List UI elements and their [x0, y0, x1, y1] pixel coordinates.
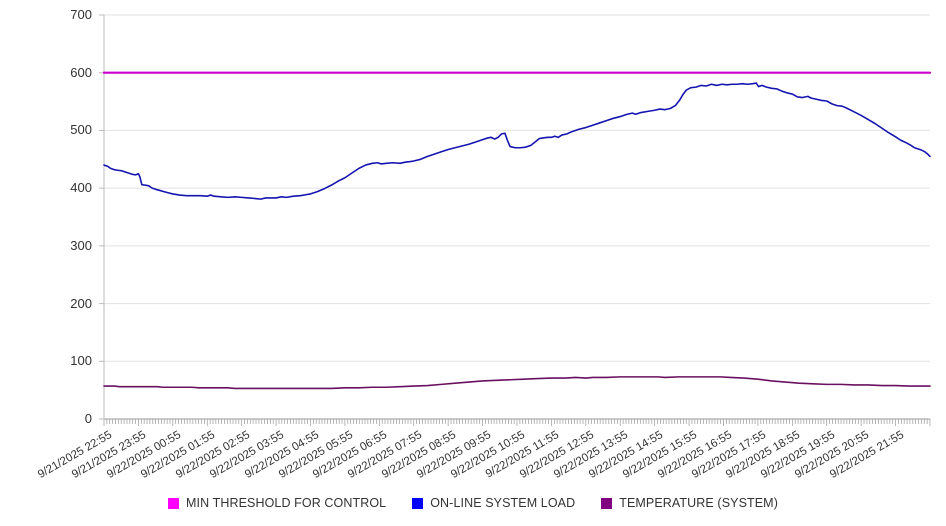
chart-legend: MIN THRESHOLD FOR CONTROL ON-LINE SYSTEM …	[0, 496, 946, 510]
x-axis-tick-marks	[103, 418, 931, 426]
legend-color-swatch	[601, 497, 613, 509]
legend-label: MIN THRESHOLD FOR CONTROL	[186, 496, 387, 510]
y-axis-tick-label: 600	[70, 64, 92, 80]
y-axis-tick-label: 100	[70, 353, 92, 369]
y-axis-tick-label: 400	[70, 180, 92, 196]
y-axis-tick-label: 0	[84, 411, 92, 426]
gridlines	[99, 14, 930, 420]
series-line	[103, 82, 931, 200]
legend-label: ON-LINE SYSTEM LOAD	[430, 496, 576, 510]
series-line	[103, 376, 931, 390]
y-axis-tick-label: 300	[70, 237, 92, 253]
legend-color-swatch	[412, 497, 424, 509]
y-axis-tick-label: 500	[70, 122, 92, 138]
y-axis-tick-label: 700	[70, 7, 92, 22]
legend-label: TEMPERATURE (SYSTEM)	[619, 496, 778, 510]
legend-color-swatch	[168, 497, 180, 509]
data-series-layer	[102, 71, 932, 390]
legend-item[interactable]: MIN THRESHOLD FOR CONTROL	[168, 496, 386, 510]
y-axis-tick-label: 200	[70, 295, 92, 311]
legend-item[interactable]: TEMPERATURE (SYSTEM)	[601, 496, 778, 510]
legend-item[interactable]: ON-LINE SYSTEM LOAD	[412, 496, 575, 510]
